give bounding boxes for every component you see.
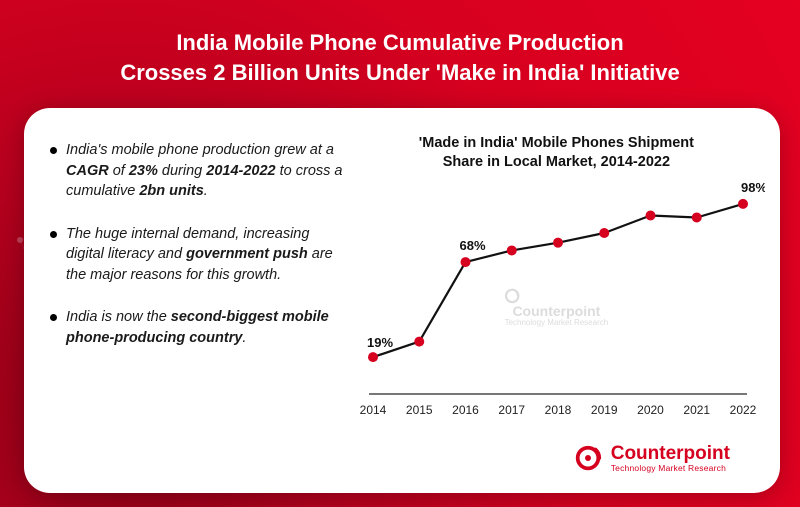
brand-logo-icon [573,443,603,473]
x-axis-label: 2016 [452,403,479,417]
content-card: India's mobile phone production grew at … [24,108,780,493]
x-axis-label: 2015 [406,403,433,417]
chart-title-line-1: 'Made in India' Mobile Phones Shipment [419,135,694,151]
bullet-item: The huge internal demand, increasing dig… [48,224,347,286]
bullet-panel: India's mobile phone production grew at … [38,134,355,483]
chart-marker [507,245,517,255]
chart-title-line-2: Share in Local Market, 2014-2022 [443,154,670,170]
brand-footer: Counterpoint Technology Market Research [573,443,730,473]
page-title: India Mobile Phone Cumulative Production… [40,28,760,87]
x-axis-label: 2019 [591,403,618,417]
chart-marker [460,257,470,267]
x-axis-label: 2020 [637,403,664,417]
chart-data-label: 98% [741,180,765,195]
line-chart: 2014 2015 2016 2017 2018 2019 2020 2021 2022 19% 6… [355,178,765,428]
chart-marker [553,237,563,247]
header: India Mobile Phone Cumulative Production… [0,0,800,99]
brand-text: Counterpoint Technology Market Research [611,444,730,473]
bullet-item: India is now the second-biggest mobile p… [48,307,347,348]
brand-name: Counterpoint [611,444,730,463]
x-axis-label: 2018 [544,403,571,417]
chart-marker [692,212,702,222]
x-axis-label: 2022 [729,403,756,417]
x-axis-label: 2021 [683,403,710,417]
x-axis-label: 2014 [359,403,386,417]
chart-marker [738,199,748,209]
chart-title: 'Made in India' Mobile Phones Shipment S… [355,134,758,172]
chart-marker [368,352,378,362]
chart-data-label: 68% [459,238,485,253]
title-line-2: Crosses 2 Billion Units Under 'Make in I… [120,60,679,85]
chart-panel: 'Made in India' Mobile Phones Shipment S… [355,134,758,483]
chart-marker [414,336,424,346]
title-line-1: India Mobile Phone Cumulative Production [176,30,623,55]
bullet-list: India's mobile phone production grew at … [48,140,347,349]
brand-tagline: Technology Market Research [611,463,730,473]
chart-marker [645,210,655,220]
chart-area: 2014 2015 2016 2017 2018 2019 2020 2021 2022 19% 6… [355,178,758,428]
x-axis-label: 2017 [498,403,525,417]
chart-line [373,204,743,357]
chart-marker [599,228,609,238]
bullet-item: India's mobile phone production grew at … [48,140,347,202]
chart-data-label: 19% [367,335,393,350]
